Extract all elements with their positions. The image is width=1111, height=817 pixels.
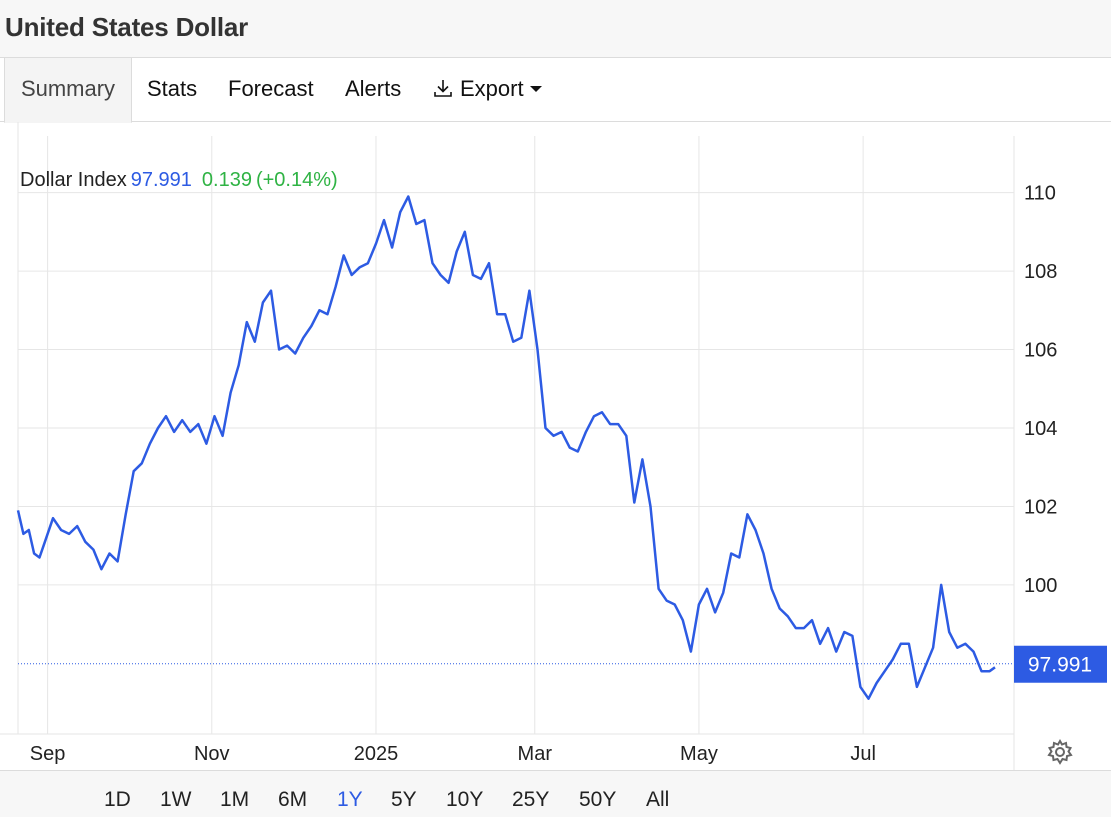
y-tick-label: 106: [1024, 340, 1057, 362]
price-chart[interactable]: 110 108 106 104 102 100 Sep Nov 2025 Mar May Jul 9…: [0, 122, 1111, 770]
range-10y[interactable]: 10Y: [446, 788, 484, 811]
range-1w[interactable]: 1W: [160, 788, 192, 811]
range-1y[interactable]: 1Y: [337, 788, 363, 811]
x-tick-label: Mar: [518, 743, 553, 765]
y-tick-label: 104: [1024, 418, 1057, 440]
chart-legend: Dollar Index 97.991 0.139 (+0.14%): [20, 169, 338, 192]
tab-label: Forecast: [228, 76, 314, 101]
x-tick-label: 2025: [354, 743, 399, 765]
tab-label: Stats: [147, 76, 198, 101]
tab-forecast[interactable]: Forecast: [228, 58, 314, 122]
tab-label: Alerts: [345, 76, 402, 101]
range-5y[interactable]: 5Y: [391, 788, 417, 811]
y-tick-label: 108: [1024, 261, 1057, 283]
download-icon: [434, 80, 452, 97]
y-tick-label: 110: [1024, 183, 1056, 205]
range-50y[interactable]: 50Y: [579, 788, 617, 811]
tab-bar: Summary Stats Forecast Alerts Export: [0, 58, 1111, 123]
legend-label: Dollar Index: [20, 169, 127, 191]
range-6m[interactable]: 6M: [278, 788, 308, 811]
page-title: United States Dollar: [5, 12, 249, 42]
current-value-tag: [1014, 645, 1107, 683]
current-value-label: 97.991: [1028, 654, 1092, 677]
x-tick-label: Jul: [850, 743, 876, 765]
tab-stats[interactable]: Stats: [147, 58, 197, 122]
legend-value: 97.991: [130, 169, 192, 191]
x-tick-label: May: [680, 743, 718, 765]
y-tick-label: 100: [1024, 575, 1057, 597]
legend-change: 0.139: [201, 169, 252, 191]
tab-label: Summary: [20, 76, 116, 101]
tab-summary[interactable]: Summary: [4, 58, 132, 123]
y-tick-label: 102: [1024, 496, 1057, 518]
title-bar: United States Dollar: [0, 0, 1111, 58]
tab-alerts[interactable]: Alerts: [345, 58, 401, 122]
range-1m[interactable]: 1M: [220, 788, 250, 811]
chart-area: 110 108 106 104 102 100 Sep Nov 2025 Mar May Jul 9…: [0, 122, 1111, 770]
x-tick-label: Sep: [30, 743, 66, 765]
series-line: [16, 195, 996, 700]
chevron-down-icon: [529, 85, 542, 92]
range-1d[interactable]: 1D: [104, 788, 131, 811]
range-selector: 1D 1W 1M 6M 1Y 5Y 10Y 25Y 50Y All: [0, 770, 1111, 817]
legend-change-pct: (+0.14%): [255, 169, 338, 191]
range-all[interactable]: All: [646, 788, 670, 811]
range-25y[interactable]: 25Y: [512, 788, 550, 811]
gear-icon[interactable]: [1046, 738, 1074, 766]
export-button[interactable]: Export: [432, 58, 542, 122]
tab-label: Export: [460, 76, 524, 101]
x-tick-label: Nov: [194, 743, 230, 765]
